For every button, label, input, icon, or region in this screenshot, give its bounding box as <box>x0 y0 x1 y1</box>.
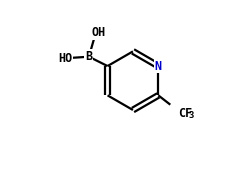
Text: CF: CF <box>178 107 192 120</box>
Text: HO: HO <box>58 52 72 65</box>
Text: 3: 3 <box>188 111 194 120</box>
Text: B: B <box>85 50 92 63</box>
Text: N: N <box>155 60 162 72</box>
Text: OH: OH <box>91 26 105 39</box>
